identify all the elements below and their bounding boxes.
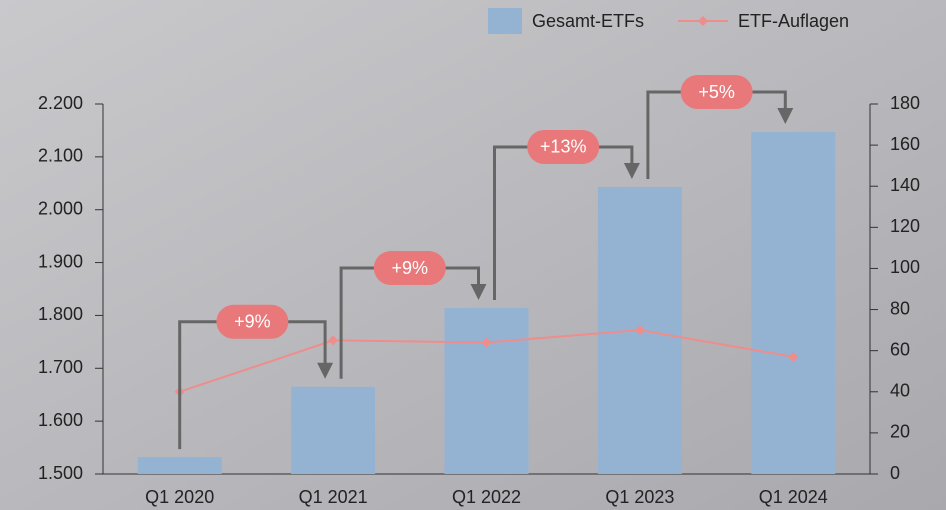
line-marker [788,351,799,362]
y2-tick-label: 160 [890,134,920,154]
y-tick-label: 1.900 [38,251,83,271]
annotation-pill [373,251,446,286]
annotation: +9% [392,258,429,278]
y-tick-label: 1.700 [38,357,83,377]
y-tick-label: 1.800 [38,304,83,324]
bar [137,457,222,474]
bar [291,386,376,474]
y-tick-label: 2.000 [38,198,83,218]
annotation-pill [216,304,289,339]
bar [751,132,836,474]
legend-swatch [488,8,522,34]
line-marker [481,337,492,348]
x-tick-label: Q1 2023 [605,487,674,507]
y-tick-label: 2.200 [38,93,83,113]
bar [444,308,529,474]
legend-marker [698,16,708,26]
legend-label: ETF-Auflagen [738,11,849,31]
annotation: +13% [540,137,587,157]
annotation: +9% [234,312,271,332]
x-tick-label: Q1 2024 [759,487,828,507]
y2-tick-label: 100 [890,257,920,277]
x-tick-label: Q1 2022 [452,487,521,507]
y2-tick-label: 140 [890,175,920,195]
arrowhead [470,284,487,301]
y-tick-label: 1.600 [38,410,83,430]
y-tick-label: 2.100 [38,146,83,166]
x-tick-label: Q1 2020 [145,487,214,507]
y2-tick-label: 0 [890,463,900,483]
line-marker [328,335,339,346]
y2-tick-label: 180 [890,93,920,113]
annotation: +5% [698,82,735,102]
y2-tick-label: 120 [890,216,920,236]
arrowhead [317,362,334,379]
annotation-pill [680,75,753,110]
arrowhead [777,108,794,125]
y2-tick-label: 60 [890,339,910,359]
y-tick-label: 1.500 [38,463,83,483]
y2-tick-label: 80 [890,298,910,318]
line-marker [634,325,645,336]
y2-tick-label: 40 [890,381,910,401]
x-tick-label: Q1 2021 [299,487,368,507]
annotation-pill [527,129,600,164]
y2-tick-label: 20 [890,422,910,442]
legend-label: Gesamt-ETFs [532,11,644,31]
arrowhead [623,162,640,179]
